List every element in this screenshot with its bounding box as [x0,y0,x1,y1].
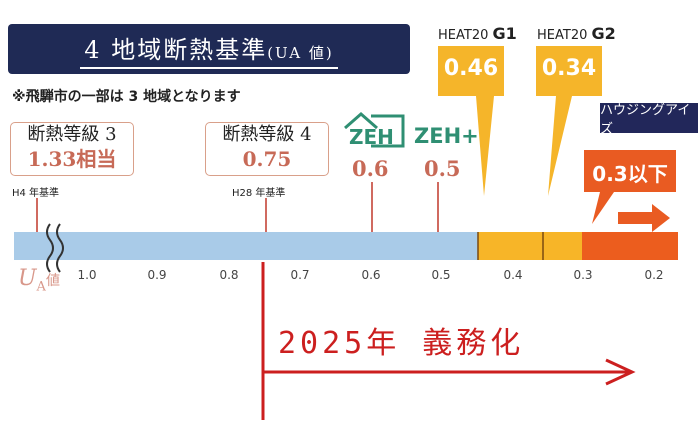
heat20-g2-label: HEAT20 G2 [537,24,616,43]
zeh-logo: ZEH [343,108,405,152]
right-arrow-icon [618,204,670,232]
grade3-standard: H4 年基準 [12,188,60,199]
zeh-house-icon: ZEH [344,112,405,149]
title-sub: (UA 値) [267,43,334,62]
heat20-g2-prefix: HEAT20 [537,28,588,43]
axis-tick: 0.3 [573,268,593,282]
axis-tick: 0.7 [290,268,310,282]
break-mark-2 [56,223,64,273]
heat20-g2-grade: G2 [591,24,616,43]
zeh-logo-text: ZEH [349,125,394,149]
axis-label-suffix: 値 [45,273,60,289]
axis-tick: 0.2 [644,268,664,282]
region-note: ※飛騨市の一部は 3 地域となります [12,89,241,105]
grade3-label: 断熱等級 3 [27,124,117,145]
bar-segment-yellow [478,232,582,260]
axis-tick: 0.9 [147,268,167,282]
heat20-g1-prefix: HEAT20 [438,28,489,43]
axis-label: UA値 [18,266,60,294]
axis-tick: 0.4 [503,268,523,282]
axis-tick: 1.0 [77,268,97,282]
grade4-standard: H28 年基準 [232,188,286,199]
axis-tick: 0.5 [431,268,451,282]
page-title: 4 地域断熱基準(UA 値) [80,30,338,69]
heat20-g1-callout [438,46,504,196]
mandate-label: 2025年 義務化 [278,326,525,361]
bar-segment-blue [14,232,478,260]
grade3-value: 1.33相当 [27,147,117,171]
grade3-box: 断熱等級 3 1.33相当 [10,122,134,176]
zeh-plus-logo: ZEH+ [414,124,479,148]
zeh-plus-value: 0.5 [424,156,461,181]
heat20-g1-label: HEAT20 G1 [438,24,517,43]
heat20-g1-grade: G1 [492,24,517,43]
heat20-g2-callout [536,46,602,196]
title-banner: 4 地域断熱基準(UA 値) [8,24,410,74]
target-value: 0.3以下 [592,162,668,186]
grade4-label: 断熱等級 4 [222,124,312,145]
zeh-value: 0.6 [352,156,389,181]
bar-segment-orange [582,232,678,260]
brand-badge: ハウジングアイズ [600,103,698,137]
grade4-value: 0.75 [242,147,292,171]
heat20-g2-value: 0.34 [541,56,597,81]
heat20-g1-value: 0.46 [443,56,499,81]
title-main: 4 地域断熱基準 [84,35,268,64]
axis-label-main: U [18,266,37,291]
break-mark-1 [46,223,54,273]
axis-ticks: 1.0 0.9 0.8 0.7 0.6 0.5 0.4 0.3 0.2 [0,268,700,288]
axis-tick: 0.6 [361,268,381,282]
grade4-box: 断熱等級 4 0.75 [205,122,329,176]
axis-tick: 0.8 [219,268,239,282]
mandate-arrow-head-icon [605,358,636,386]
axis-label-sub: A [36,279,46,295]
target-callout [584,150,676,224]
